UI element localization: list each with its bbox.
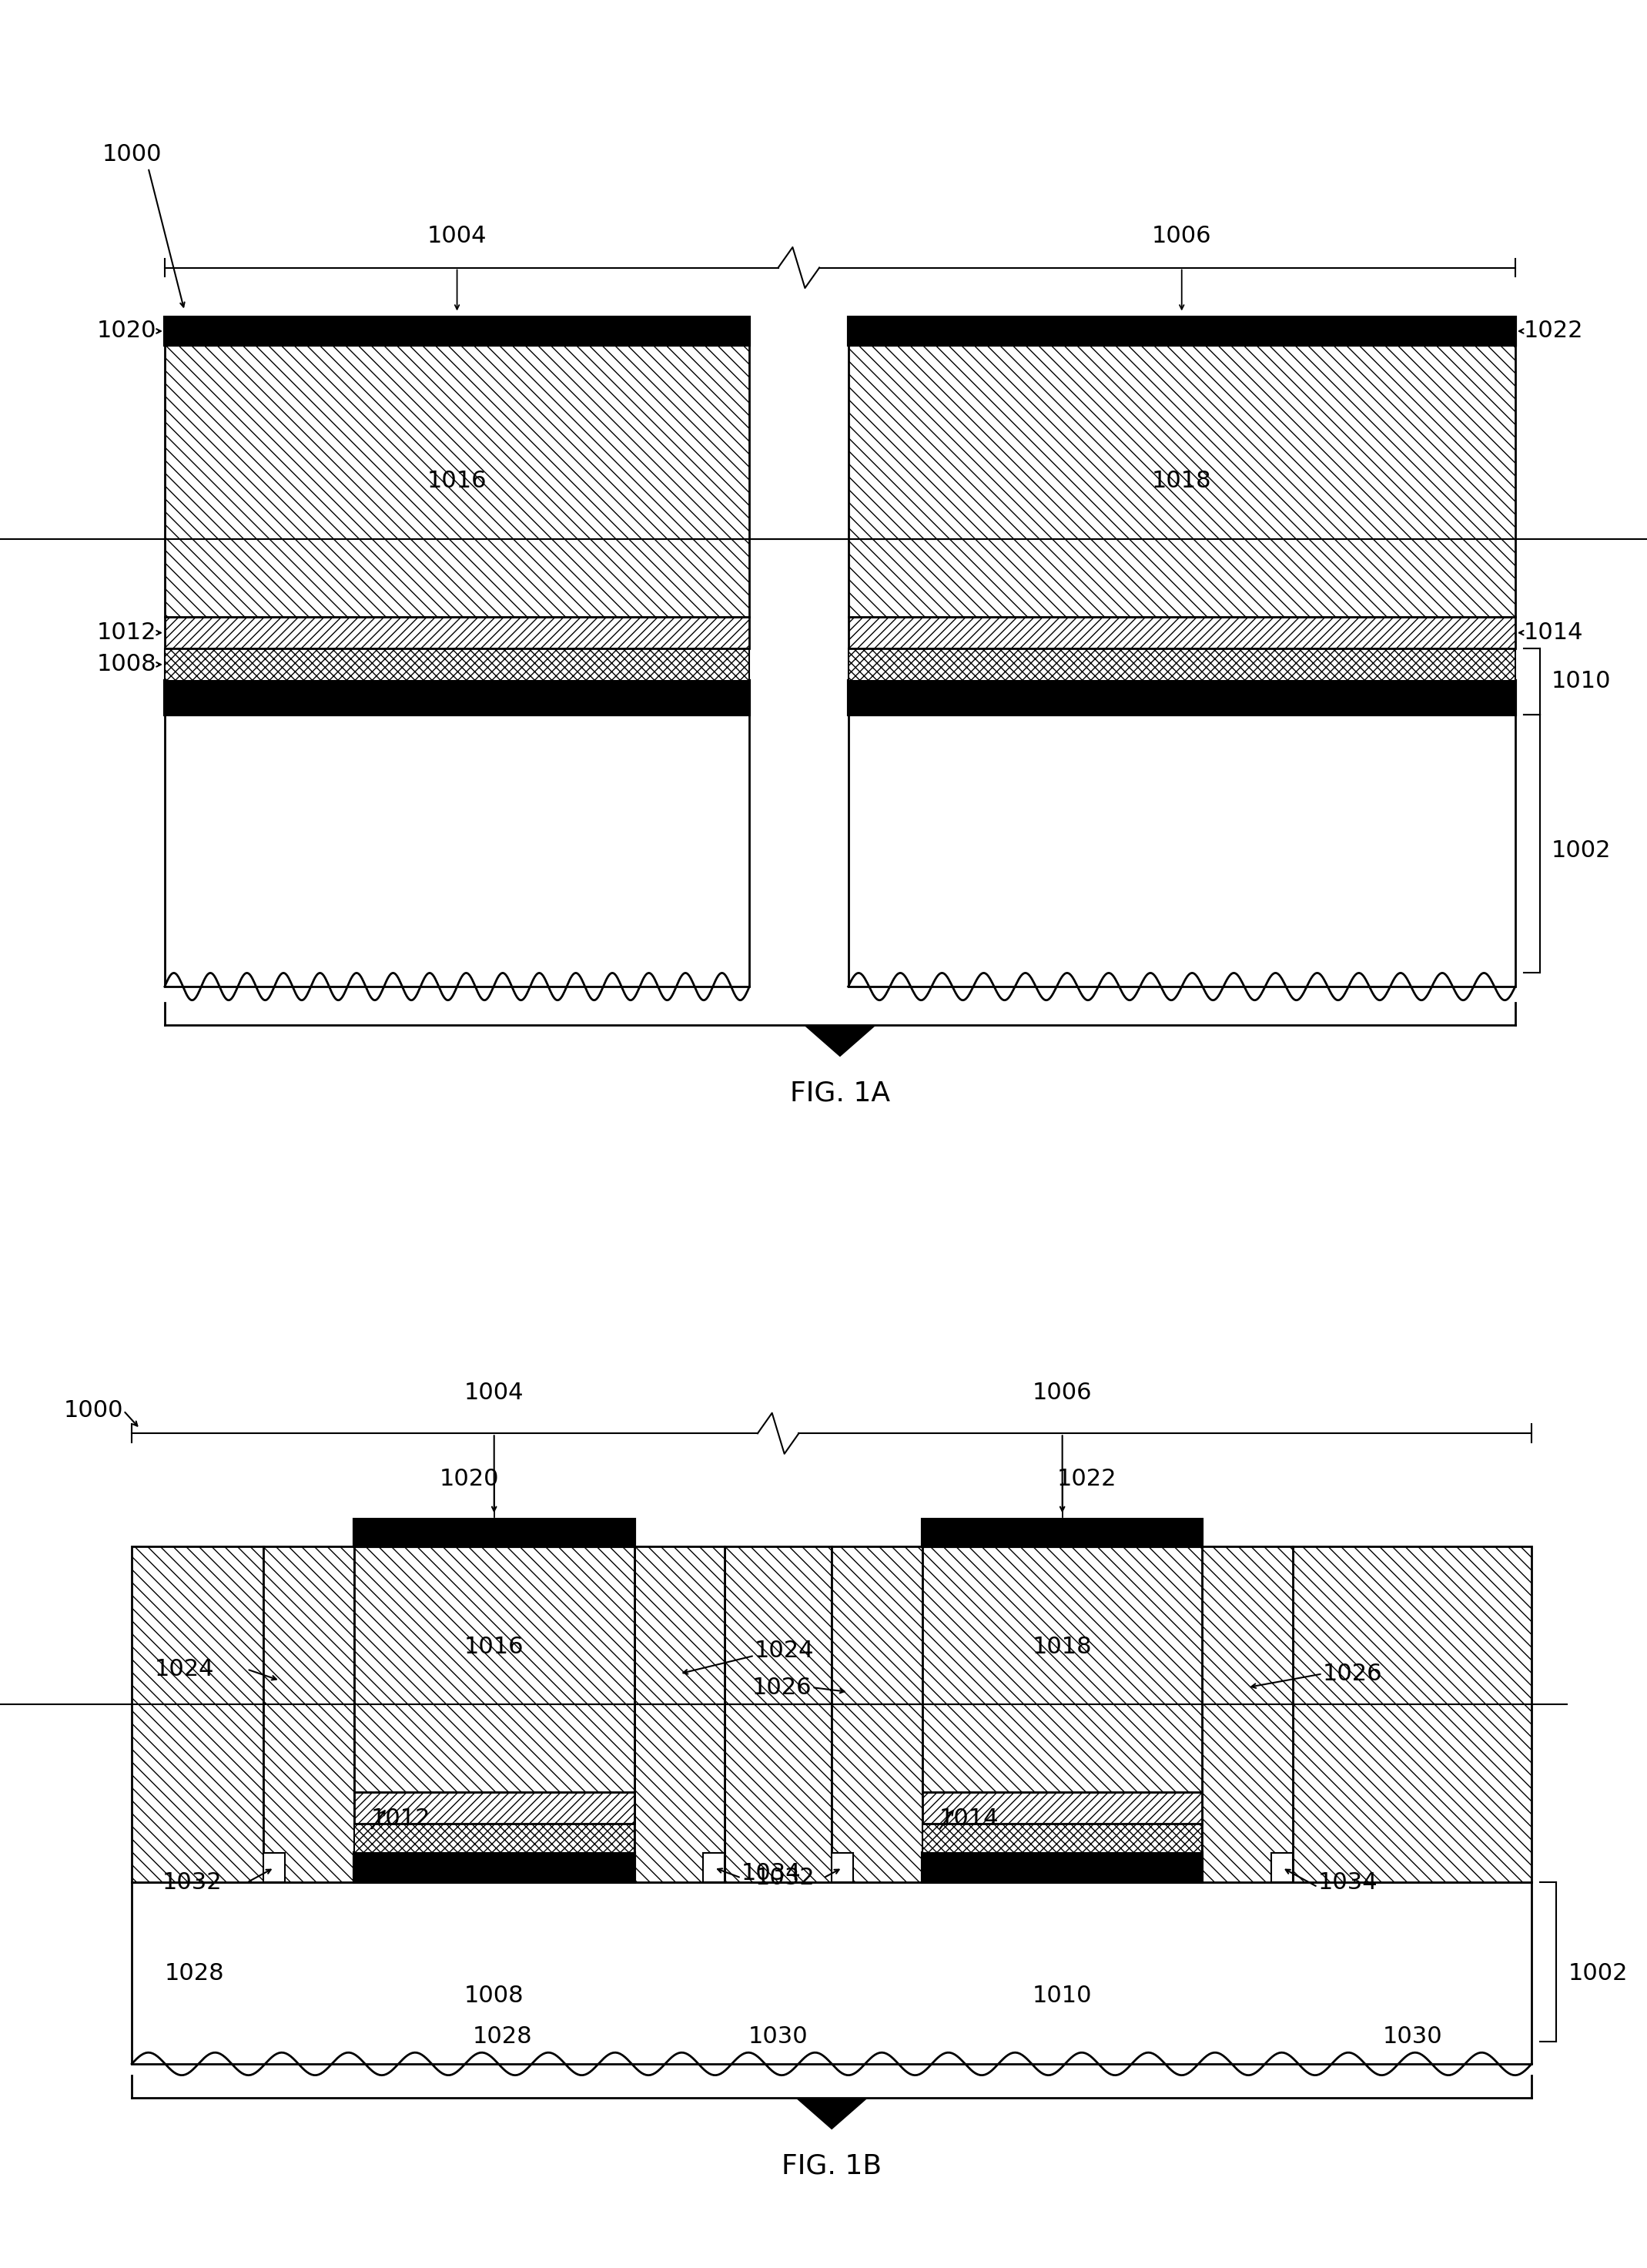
Bar <box>848 714 1515 987</box>
Bar <box>264 1547 354 1882</box>
Text: 1010: 1010 <box>1551 671 1611 692</box>
Bar <box>165 318 749 345</box>
Text: 1006: 1006 <box>1151 225 1212 247</box>
Bar <box>1293 1547 1532 1882</box>
Polygon shape <box>796 2098 868 2130</box>
Bar <box>922 1520 1202 1547</box>
Bar <box>354 1792 634 1823</box>
Text: FIG. 1A: FIG. 1A <box>791 1080 889 1107</box>
Text: 1014: 1014 <box>939 1808 998 1830</box>
Text: 1008: 1008 <box>464 1984 524 2007</box>
Text: 1028: 1028 <box>165 1962 224 1984</box>
Text: 1004: 1004 <box>464 1381 524 1404</box>
Text: 1024: 1024 <box>155 1658 214 1681</box>
Text: 1032: 1032 <box>756 1867 815 1889</box>
Bar <box>634 1547 725 1882</box>
Text: 1032: 1032 <box>163 1871 222 1894</box>
Bar <box>848 680 1515 714</box>
Text: 1024: 1024 <box>754 1640 814 1662</box>
Bar <box>264 1853 285 1882</box>
Bar <box>922 1792 1202 1823</box>
Bar <box>165 617 749 649</box>
Text: 1008: 1008 <box>97 653 156 676</box>
Text: FIG. 1B: FIG. 1B <box>782 2152 881 2180</box>
Bar <box>354 1547 634 1792</box>
Text: 1034: 1034 <box>741 1862 800 1885</box>
Text: 1004: 1004 <box>427 225 488 247</box>
Text: 1010: 1010 <box>1033 1984 1092 2007</box>
Text: 1002: 1002 <box>1551 839 1611 862</box>
Bar <box>848 617 1515 649</box>
Bar <box>922 1853 1202 1882</box>
Text: 1000: 1000 <box>64 1399 124 1422</box>
Bar <box>165 680 749 714</box>
Polygon shape <box>804 1025 876 1057</box>
Text: 1012: 1012 <box>371 1808 430 1830</box>
Bar <box>132 1547 264 1882</box>
Bar <box>832 1853 853 1882</box>
Bar <box>354 1853 634 1882</box>
Text: 1026: 1026 <box>753 1676 812 1699</box>
Text: 1022: 1022 <box>1057 1467 1117 1490</box>
Text: 1030: 1030 <box>748 2025 809 2048</box>
Text: 1000: 1000 <box>102 143 161 166</box>
Bar <box>725 1547 832 1882</box>
Text: 1020: 1020 <box>97 320 156 342</box>
Text: 1018: 1018 <box>1033 1635 1092 1658</box>
Bar <box>832 1547 922 1882</box>
Bar <box>1202 1547 1293 1882</box>
Bar <box>354 1520 634 1547</box>
Text: 1014: 1014 <box>1523 621 1583 644</box>
Bar <box>922 1547 1202 1792</box>
Bar <box>703 1853 725 1882</box>
Text: 1002: 1002 <box>1568 1962 1627 1984</box>
Text: 1012: 1012 <box>97 621 156 644</box>
Bar <box>922 1823 1202 1853</box>
Bar <box>1271 1853 1293 1882</box>
Bar <box>354 1823 634 1853</box>
Text: 1030: 1030 <box>1382 2025 1443 2048</box>
Text: 1034: 1034 <box>1318 1871 1377 1894</box>
Text: 1028: 1028 <box>473 2025 532 2048</box>
Text: 1020: 1020 <box>440 1467 499 1490</box>
Bar <box>165 649 749 680</box>
Bar <box>165 714 749 987</box>
Bar <box>848 318 1515 345</box>
Bar <box>848 345 1515 617</box>
Text: 1026: 1026 <box>1323 1662 1382 1685</box>
Bar <box>165 345 749 617</box>
Text: 1018: 1018 <box>1151 469 1212 492</box>
Bar <box>848 649 1515 680</box>
Text: 1016: 1016 <box>427 469 488 492</box>
Bar <box>132 1882 1532 2064</box>
Text: 1016: 1016 <box>464 1635 524 1658</box>
Text: 1006: 1006 <box>1033 1381 1092 1404</box>
Text: 1022: 1022 <box>1523 320 1583 342</box>
